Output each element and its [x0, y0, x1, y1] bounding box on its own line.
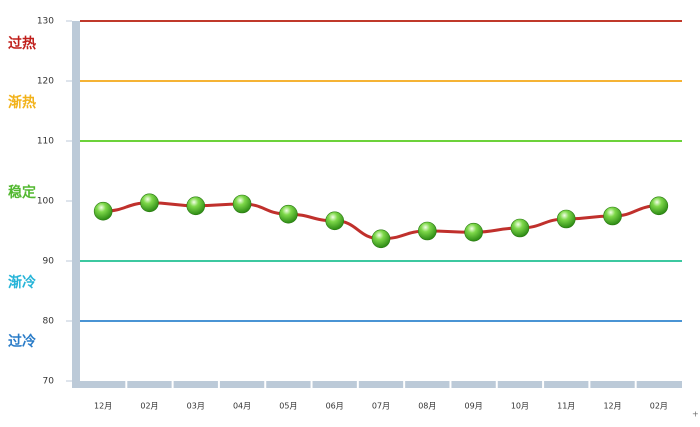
- x-axis-bar: [72, 381, 682, 388]
- zone-label: 稳定: [8, 184, 36, 201]
- data-point: [93, 201, 113, 221]
- data-point: [232, 194, 252, 214]
- y-tick-label: 100: [37, 197, 54, 207]
- data-point: [279, 204, 298, 224]
- x-tick-label: 02月: [140, 402, 158, 411]
- data-point: [140, 193, 159, 213]
- x-tick-label: 06月: [326, 402, 344, 411]
- data-point: [186, 196, 206, 216]
- data-point: [418, 221, 437, 241]
- data-point: [325, 211, 344, 231]
- y-tick-label: 70: [43, 377, 55, 387]
- data-point: [371, 229, 391, 249]
- y-tick-label: 120: [37, 77, 54, 87]
- x-tick-label: 12月: [603, 402, 621, 411]
- x-tick-label: 03月: [187, 402, 205, 411]
- x-tick-label: 09月: [465, 402, 483, 411]
- zone-label: 过热: [8, 35, 36, 52]
- data-point: [510, 218, 530, 238]
- x-tick-label: 12月: [94, 402, 112, 411]
- zone-label: 渐冷: [8, 274, 36, 291]
- x-tick-label: 10月: [511, 402, 529, 411]
- zone-label: 过冷: [8, 333, 36, 350]
- x-tick-label: 05月: [279, 402, 297, 411]
- y-tick-label: 130: [37, 17, 54, 27]
- x-tick-label: 04月: [233, 402, 251, 411]
- x-tick-label: 02月: [650, 402, 668, 411]
- x-tick-label: 08月: [418, 402, 436, 411]
- y-axis-bar: [72, 21, 80, 388]
- y-tick-label: 80: [43, 317, 55, 327]
- zone-label: 渐热: [8, 94, 36, 111]
- x-tick-label: 11月: [557, 402, 575, 411]
- x-tick-label: 07月: [372, 402, 390, 411]
- data-point: [464, 222, 483, 242]
- y-tick-label: 90: [43, 257, 55, 267]
- y-tick-label: 110: [37, 137, 54, 147]
- data-point: [649, 196, 669, 216]
- corner-mark: +: [692, 410, 699, 419]
- data-point: [556, 209, 576, 229]
- data-point: [603, 206, 622, 226]
